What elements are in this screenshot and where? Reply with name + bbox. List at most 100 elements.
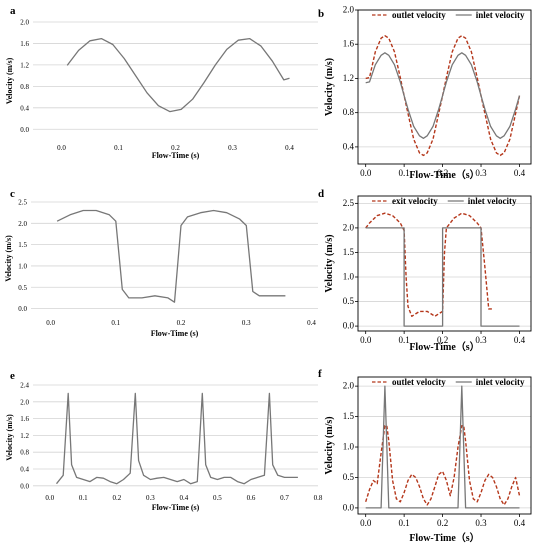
series-line-inlet-velocity (365, 52, 521, 139)
x-tick-label: 0.7 (280, 494, 289, 502)
y-tick-label: 0.4 (20, 466, 29, 474)
x-tick-label: 0.3 (228, 144, 237, 152)
x-tick-label: 0.2 (177, 319, 186, 327)
series-line-exit-velocity (365, 212, 493, 317)
x-tick-label: 0.1 (399, 168, 410, 178)
y-axis-title: Velocity (m/s) (5, 414, 14, 461)
legend-entry: exit velocity (392, 196, 438, 206)
y-tick-label: 1.0 (343, 272, 355, 282)
x-tick-label: 0.3 (475, 335, 487, 345)
y-tick-label: 1.0 (343, 442, 355, 452)
y-tick-label: 1.2 (20, 432, 29, 440)
y-tick-label: 1.5 (18, 241, 27, 249)
y-tick-label: 2.0 (20, 398, 29, 406)
y-tick-label: 2.0 (343, 5, 355, 15)
x-axis-title: Flow-Time（s） (409, 340, 479, 353)
series-line-velocity (55, 392, 298, 485)
x-tick-label: 0.1 (399, 335, 410, 345)
x-tick-label: 0.2 (171, 144, 180, 152)
x-tick-label: 0.6 (247, 494, 256, 502)
y-tick-label: 0.8 (343, 107, 355, 117)
plot-frame (357, 9, 532, 165)
x-tick-label: 0.4 (307, 319, 316, 327)
x-tick-label: 0.0 (360, 518, 372, 528)
x-tick-label: 0.4 (514, 168, 526, 178)
panel-letter: a (10, 5, 16, 17)
y-tick-label: 2.4 (20, 382, 29, 390)
chart-panel-f: f 0.0 0.5 1.0 1.5 2.0 0.0 0.1 0.2 0.3 0.4 outlet ve… (318, 368, 532, 544)
y-tick-label: 0.5 (343, 472, 355, 482)
x-axis-title: Flow-Time (s) (151, 329, 199, 338)
x-tick-label: 0.3 (475, 518, 487, 528)
plot-frame (357, 195, 532, 332)
x-tick-label: 0.2 (437, 518, 448, 528)
x-tick-label: 0.2 (437, 335, 448, 345)
chart-panel-e: e 0.0 0.4 0.8 1.2 1.6 2.0 2.4 0.0 0.1 0.2 0.3 0.4 0.5… (5, 370, 323, 512)
series-line-inlet-velocity (365, 385, 520, 509)
y-tick-label: 2.0 (20, 19, 29, 27)
y-tick-label: 2.5 (343, 198, 355, 208)
y-tick-label: 0.0 (20, 482, 29, 490)
x-tick-label: 0.1 (79, 494, 88, 502)
legend-entry: inlet velocity (476, 377, 525, 387)
y-tick-label: 0.5 (18, 284, 27, 292)
y-tick-label: 0.8 (20, 83, 29, 91)
chart-panel-a: a 0.0 0.4 0.8 1.2 1.6 2.0 0.0 0.1 0.2 0.3 0.4 Flow-T… (5, 5, 318, 160)
y-tick-label: 0.0 (20, 126, 29, 134)
x-tick-label: 0.3 (146, 494, 155, 502)
y-tick-label: 1.6 (20, 40, 29, 48)
legend-entry: inlet velocity (468, 196, 517, 206)
y-tick-label: 1.6 (20, 415, 29, 423)
y-tick-label: 2.0 (18, 220, 27, 228)
y-tick-label: 2.5 (18, 199, 27, 207)
y-tick-label: 1.2 (343, 73, 354, 83)
y-tick-label: 0.8 (20, 449, 29, 457)
y-tick-label: 2.0 (343, 381, 355, 391)
chart-panel-b: b 0.4 0.8 1.2 1.6 2.0 0.0 0.1 0.2 0.3 0.4 outlet ve… (318, 5, 532, 181)
x-tick-label: 0.3 (242, 319, 251, 327)
y-tick-label: 1.5 (343, 411, 355, 421)
y-tick-label: 0.0 (18, 305, 27, 313)
y-axis-title: Velocity (m/s) (324, 416, 335, 474)
y-axis-title: Velocity (m/s) (324, 58, 335, 116)
legend-entry: inlet velocity (476, 10, 525, 20)
chart-panel-d: d 0.0 0.5 1.0 1.5 2.0 2.5 0.0 0.1 0.2 0.3 0.4 exit v… (318, 188, 532, 353)
y-tick-label: 0.4 (20, 104, 29, 112)
x-tick-label: 0.1 (399, 518, 410, 528)
x-axis-title: Flow-Time（s） (409, 168, 479, 181)
panel-letter: f (318, 368, 322, 380)
x-axis-title: Flow-Time (s) (152, 503, 200, 512)
x-axis-title: Flow-Time (s) (152, 151, 200, 160)
series-line-outlet-velocity (365, 425, 521, 506)
y-tick-label: 0.0 (343, 502, 355, 512)
x-tick-label: 0.0 (360, 335, 372, 345)
x-tick-label: 0.2 (112, 494, 121, 502)
panel-letter: b (318, 8, 324, 20)
x-tick-label: 0.2 (437, 168, 448, 178)
series-line-velocity (56, 209, 286, 303)
x-tick-label: 0.1 (111, 319, 120, 327)
y-tick-label: 1.0 (18, 262, 27, 270)
x-tick-label: 0.4 (285, 144, 294, 152)
x-tick-label: 0.4 (180, 494, 189, 502)
panel-letter: c (10, 188, 15, 200)
y-tick-label: 1.6 (343, 39, 355, 49)
x-tick-label: 0.4 (514, 518, 526, 528)
y-axis-title: Velocity (m/s) (4, 235, 13, 282)
x-tick-label: 0.8 (314, 494, 323, 502)
y-axis-title: Velocity (m/s) (5, 57, 14, 104)
y-tick-label: 0.0 (343, 321, 355, 331)
x-tick-label: 0.4 (514, 335, 526, 345)
y-tick-label: 0.5 (343, 296, 355, 306)
panel-letter: d (318, 188, 324, 200)
legend-entry: outlet velocity (392, 10, 446, 20)
y-tick-label: 0.4 (343, 141, 355, 151)
series-line-inlet-velocity (365, 227, 520, 327)
x-tick-label: 0.3 (475, 168, 487, 178)
x-tick-label: 0.0 (45, 494, 54, 502)
x-tick-label: 0.0 (46, 319, 55, 327)
x-tick-label: 0.0 (360, 168, 372, 178)
y-axis-title: Velocity (m/s) (324, 234, 335, 292)
series-line-velocity (66, 37, 290, 113)
